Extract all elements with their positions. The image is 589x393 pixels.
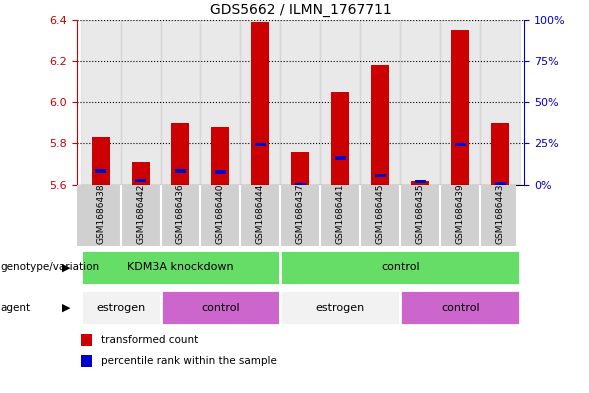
- Text: estrogen: estrogen: [96, 303, 145, 313]
- Text: GSM1686440: GSM1686440: [216, 184, 225, 244]
- Bar: [255, 143, 266, 146]
- Text: control: control: [381, 262, 419, 272]
- Bar: [371, 65, 389, 185]
- Bar: [280, 20, 320, 185]
- Bar: [81, 20, 121, 185]
- Text: GSM1686441: GSM1686441: [336, 184, 345, 244]
- Bar: [411, 181, 429, 185]
- Text: GSM1686438: GSM1686438: [96, 184, 105, 244]
- Bar: [81, 355, 92, 367]
- Bar: [95, 169, 106, 173]
- Title: GDS5662 / ILMN_1767711: GDS5662 / ILMN_1767711: [210, 3, 391, 17]
- Bar: [455, 143, 466, 146]
- Text: agent: agent: [1, 303, 31, 313]
- Text: ▶: ▶: [62, 303, 70, 313]
- Bar: [200, 20, 240, 185]
- Text: estrogen: estrogen: [316, 303, 365, 313]
- Text: GSM1686437: GSM1686437: [296, 184, 305, 244]
- Bar: [335, 156, 346, 160]
- Bar: [81, 250, 280, 285]
- Text: percentile rank within the sample: percentile rank within the sample: [101, 356, 277, 366]
- Text: GSM1686436: GSM1686436: [176, 184, 185, 244]
- Bar: [292, 152, 309, 185]
- Bar: [451, 30, 469, 185]
- Text: GSM1686444: GSM1686444: [256, 184, 265, 244]
- Text: GSM1686443: GSM1686443: [496, 184, 505, 244]
- Text: transformed count: transformed count: [101, 335, 198, 345]
- Bar: [121, 20, 160, 185]
- Text: GSM1686442: GSM1686442: [136, 184, 145, 244]
- Bar: [495, 182, 505, 185]
- Bar: [135, 179, 146, 182]
- Text: GSM1686435: GSM1686435: [416, 184, 425, 244]
- Bar: [320, 20, 360, 185]
- Bar: [332, 92, 349, 185]
- Bar: [401, 20, 441, 185]
- Text: control: control: [441, 303, 479, 313]
- Bar: [415, 180, 426, 184]
- Bar: [375, 174, 386, 177]
- Bar: [252, 22, 269, 185]
- Text: genotype/variation: genotype/variation: [1, 262, 100, 272]
- Text: GSM1686439: GSM1686439: [456, 184, 465, 244]
- Bar: [160, 290, 280, 325]
- Bar: [360, 20, 401, 185]
- Bar: [215, 170, 226, 174]
- Bar: [81, 334, 92, 346]
- Text: control: control: [201, 303, 240, 313]
- Bar: [240, 20, 280, 185]
- Bar: [280, 250, 520, 285]
- Text: ▶: ▶: [62, 262, 70, 272]
- Text: KDM3A knockdown: KDM3A knockdown: [127, 262, 234, 272]
- Bar: [160, 20, 200, 185]
- Bar: [295, 183, 306, 187]
- Bar: [81, 290, 160, 325]
- Bar: [401, 290, 520, 325]
- Bar: [211, 127, 230, 185]
- Bar: [280, 290, 401, 325]
- Bar: [491, 123, 509, 185]
- Bar: [131, 162, 150, 185]
- Bar: [480, 20, 520, 185]
- Bar: [171, 123, 190, 185]
- Text: GSM1686445: GSM1686445: [376, 184, 385, 244]
- Bar: [175, 169, 186, 173]
- Bar: [441, 20, 480, 185]
- Bar: [91, 137, 110, 185]
